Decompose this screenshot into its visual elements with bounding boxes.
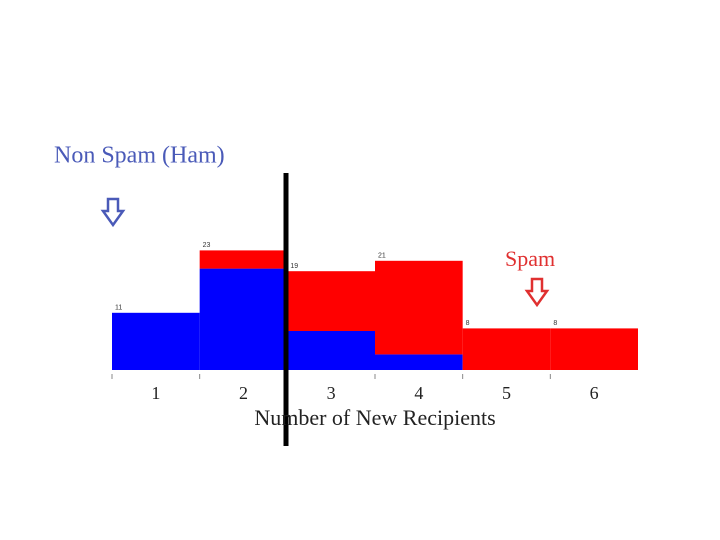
bar-segment [199,268,288,370]
x-tick-label: 5 [502,383,511,403]
bar-segment [112,312,200,370]
total-label: 8 [553,320,557,327]
total-label: 19 [290,263,298,270]
ham-arrow [100,197,126,228]
spam-arrow [524,277,550,308]
x-tick-label: 3 [327,383,336,403]
bar-segment [550,328,638,370]
x-tick-label: 4 [414,383,423,403]
x-tick-label: 6 [590,383,599,403]
total-label: 23 [203,242,211,249]
bar-segment [375,260,463,355]
total-label: 11 [115,305,122,312]
bar-segment [287,271,375,331]
total-label: 21 [378,253,386,260]
x-tick-label: 1 [151,383,160,403]
total-label: 8 [466,320,470,327]
x-axis-label: Number of New Recipients [254,405,495,430]
bar-segment [287,331,375,370]
bar-segment [375,354,463,370]
bar-segment [199,250,288,269]
spam-label: Spam [505,246,555,271]
x-tick-label: 2 [239,383,248,403]
ham-title: Non Spam (Ham) [54,143,225,169]
bar-segment [462,328,551,370]
